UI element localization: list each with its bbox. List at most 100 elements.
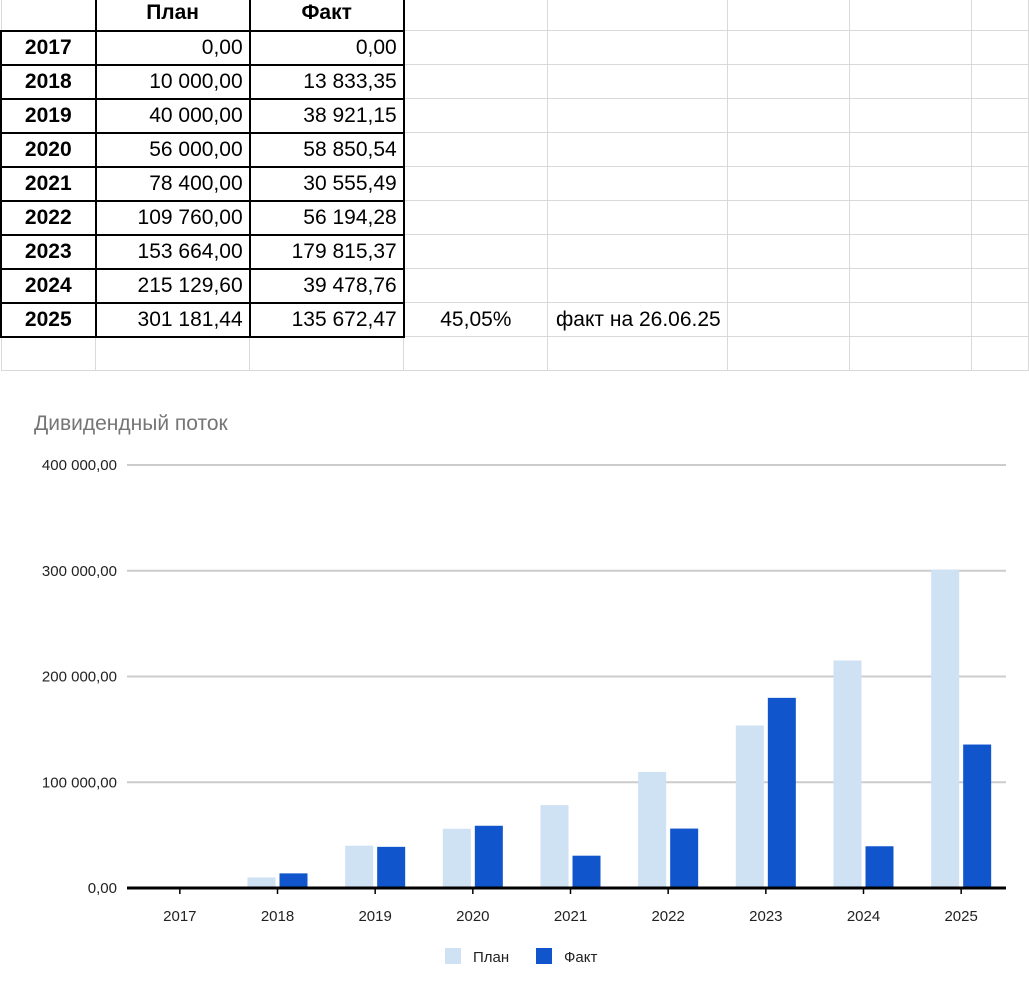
fact-bar-2020[interactable]: [474, 825, 503, 888]
year-cell[interactable]: 2020: [0, 131, 97, 167]
empty-cell[interactable]: [726, 336, 851, 371]
fact-cell[interactable]: 58 850,54: [248, 131, 405, 167]
empty-cell[interactable]: [971, 302, 1029, 337]
fact-bar-2024[interactable]: [865, 846, 894, 888]
empty-cell[interactable]: [547, 336, 728, 371]
plan-cell[interactable]: 40 000,00: [94, 97, 251, 133]
empty-cell[interactable]: [849, 336, 973, 371]
percent-cell[interactable]: [403, 234, 549, 269]
year-cell[interactable]: 2022: [0, 199, 97, 235]
empty-cell[interactable]: [403, 0, 549, 31]
empty-cell[interactable]: [726, 30, 851, 65]
empty-cell[interactable]: [95, 336, 251, 371]
plan-bar-2025[interactable]: [931, 569, 960, 888]
percent-cell[interactable]: [403, 30, 549, 65]
fact-cell[interactable]: 13 833,35: [248, 63, 405, 99]
empty-cell[interactable]: [849, 132, 973, 167]
note-cell[interactable]: [547, 268, 728, 303]
note-cell[interactable]: [547, 64, 728, 99]
empty-cell[interactable]: [971, 200, 1029, 235]
legend-label[interactable]: Факт: [564, 949, 597, 966]
empty-cell[interactable]: [726, 166, 851, 201]
plan-bar-2024[interactable]: [833, 660, 862, 888]
legend-swatch[interactable]: [445, 948, 461, 964]
empty-cell[interactable]: [971, 0, 1029, 31]
empty-cell[interactable]: [726, 0, 851, 31]
note-cell[interactable]: [547, 98, 728, 133]
column-header-cell[interactable]: Факт: [249, 0, 405, 31]
column-header-cell[interactable]: План: [95, 0, 251, 31]
empty-cell[interactable]: [849, 166, 973, 201]
empty-cell[interactable]: [726, 268, 851, 303]
empty-cell[interactable]: [971, 30, 1029, 65]
empty-cell[interactable]: [726, 64, 851, 99]
empty-cell[interactable]: [849, 98, 973, 133]
empty-cell[interactable]: [547, 0, 728, 31]
empty-cell[interactable]: [849, 234, 973, 269]
plan-bar-2021[interactable]: [540, 805, 569, 888]
fact-cell[interactable]: 135 672,47: [248, 301, 405, 338]
percent-cell[interactable]: 45,05%: [403, 302, 549, 337]
percent-cell[interactable]: [403, 98, 549, 133]
empty-cell[interactable]: [971, 166, 1029, 201]
empty-cell[interactable]: [971, 132, 1029, 167]
legend-swatch[interactable]: [536, 948, 552, 964]
plan-cell[interactable]: 56 000,00: [94, 131, 251, 167]
plan-bar-2019[interactable]: [345, 845, 374, 888]
empty-cell[interactable]: [249, 336, 405, 371]
note-cell[interactable]: [547, 166, 728, 201]
empty-cell[interactable]: [849, 268, 973, 303]
empty-cell[interactable]: [726, 200, 851, 235]
fact-cell[interactable]: 30 555,49: [248, 165, 405, 201]
year-cell[interactable]: 2025: [0, 301, 97, 338]
year-cell[interactable]: 2023: [0, 233, 97, 269]
empty-cell[interactable]: [849, 64, 973, 99]
plan-cell[interactable]: 10 000,00: [94, 63, 251, 99]
note-cell[interactable]: [547, 30, 728, 65]
plan-cell[interactable]: 78 400,00: [94, 165, 251, 201]
empty-cell[interactable]: [849, 200, 973, 235]
plan-bar-2018[interactable]: [247, 877, 276, 888]
fact-bar-2025[interactable]: [963, 744, 992, 888]
empty-cell[interactable]: [726, 302, 851, 337]
plan-cell[interactable]: 153 664,00: [94, 233, 251, 269]
note-cell[interactable]: [547, 234, 728, 269]
fact-cell[interactable]: 0,00: [248, 29, 405, 65]
empty-cell[interactable]: [971, 234, 1029, 269]
year-cell[interactable]: 2019: [0, 97, 97, 133]
empty-cell[interactable]: [971, 64, 1029, 99]
empty-cell[interactable]: [403, 336, 549, 371]
year-cell[interactable]: 2018: [0, 63, 97, 99]
empty-cell[interactable]: [726, 132, 851, 167]
year-cell[interactable]: 2021: [0, 165, 97, 201]
empty-cell[interactable]: [971, 98, 1029, 133]
fact-bar-2022[interactable]: [670, 828, 699, 888]
fact-bar-2019[interactable]: [377, 846, 406, 888]
empty-cell[interactable]: [726, 234, 851, 269]
fact-bar-2023[interactable]: [767, 697, 796, 888]
empty-cell[interactable]: [971, 336, 1029, 371]
percent-cell[interactable]: [403, 64, 549, 99]
fact-cell[interactable]: 179 815,37: [248, 233, 405, 269]
percent-cell[interactable]: [403, 268, 549, 303]
empty-cell[interactable]: [971, 268, 1029, 303]
year-cell[interactable]: 2024: [0, 267, 97, 303]
year-cell[interactable]: 2017: [0, 29, 97, 65]
empty-cell[interactable]: [849, 302, 973, 337]
empty-cell[interactable]: [849, 0, 973, 31]
plan-bar-2020[interactable]: [442, 828, 471, 888]
percent-cell[interactable]: [403, 132, 549, 167]
empty-cell[interactable]: [726, 98, 851, 133]
fact-cell[interactable]: 38 921,15: [248, 97, 405, 133]
fact-cell[interactable]: 39 478,76: [248, 267, 405, 303]
plan-cell[interactable]: 0,00: [94, 29, 251, 65]
plan-cell[interactable]: 215 129,60: [94, 267, 251, 303]
empty-cell[interactable]: [849, 30, 973, 65]
fact-bar-2018[interactable]: [279, 873, 308, 888]
percent-cell[interactable]: [403, 166, 549, 201]
plan-bar-2022[interactable]: [638, 771, 667, 888]
legend-label[interactable]: План: [473, 949, 509, 966]
plan-cell[interactable]: 301 181,44: [94, 301, 251, 338]
note-cell[interactable]: [547, 132, 728, 167]
plan-bar-2023[interactable]: [735, 725, 764, 888]
